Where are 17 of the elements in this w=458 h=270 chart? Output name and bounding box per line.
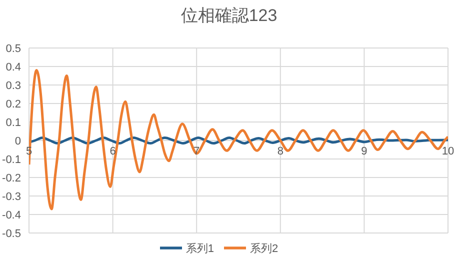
y-tick-label: -0.3 — [2, 190, 21, 203]
legend-label: 系列2 — [250, 242, 278, 255]
y-tick-label: 0 — [14, 135, 21, 148]
x-tick-label: 8 — [277, 146, 284, 158]
chart-title: 位相確認123 — [180, 5, 278, 27]
y-tick-label: 0.4 — [6, 61, 21, 74]
y-tick-label: 0.3 — [6, 80, 21, 92]
y-tick-label: -0.1 — [2, 154, 21, 166]
y-tick-label: -0.4 — [2, 209, 21, 222]
x-tick-label: 9 — [361, 146, 368, 158]
y-tick-label: 0.1 — [6, 116, 21, 129]
y-tick-label: -0.2 — [2, 172, 21, 184]
y-tick-label: 0.2 — [6, 98, 21, 110]
x-tick-label: 10 — [442, 146, 454, 158]
y-tick-label: -0.5 — [2, 228, 21, 240]
y-tick-label: 0.5 — [6, 42, 21, 55]
legend-label: 系列1 — [186, 242, 214, 255]
